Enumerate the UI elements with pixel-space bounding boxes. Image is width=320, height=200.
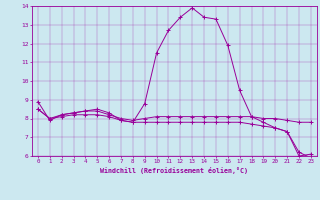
X-axis label: Windchill (Refroidissement éolien,°C): Windchill (Refroidissement éolien,°C): [100, 167, 248, 174]
